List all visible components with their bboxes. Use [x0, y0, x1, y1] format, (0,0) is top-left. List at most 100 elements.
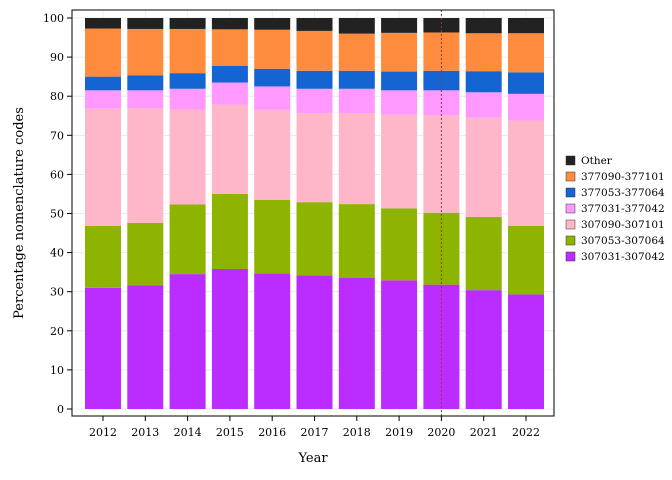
bar-segment-2014-307090-307101	[169, 109, 206, 205]
legend-swatch	[565, 235, 576, 246]
bar-segment-2017-307090-307101	[296, 113, 333, 203]
legend-label: 307090-307101	[581, 219, 665, 231]
bar-segment-2015-377031-377042	[211, 82, 248, 105]
y-tick-label: 20	[50, 325, 64, 338]
bar-segment-2020-Other	[423, 18, 460, 33]
bar-segment-2021-377090-377101	[465, 33, 502, 72]
bar-segment-2014-307031-307042	[169, 274, 206, 409]
bar-segment-2013-377031-377042	[127, 90, 164, 109]
x-tick-label: 2020	[427, 426, 455, 439]
bar-segment-2017-377053-377064	[296, 70, 333, 89]
x-axis-title: Year	[297, 451, 328, 466]
y-axis: 0 10 20 30 40 50 60 70 80 90 100	[43, 12, 72, 416]
bar-segment-2012-307031-307042	[85, 287, 121, 409]
bar-segment-2021-307090-307101	[465, 117, 502, 218]
bar-segment-2016-307053-307064	[254, 199, 291, 274]
bar-segment-2021-377031-377042	[465, 92, 502, 118]
legend-label: Other	[581, 155, 613, 167]
bar-segment-2019-377053-377064	[381, 71, 418, 91]
bar-segment-2022-307053-307064	[508, 226, 544, 295]
bar-segment-2016-307031-307042	[254, 273, 291, 409]
y-tick-label: 0	[57, 403, 64, 416]
bar-segment-2012-307053-307064	[85, 226, 121, 288]
x-tick-label: 2019	[385, 426, 413, 439]
bar-segment-2022-Other	[508, 18, 544, 34]
x-tick-label: 2021	[470, 426, 498, 439]
bar-segment-2013-307031-307042	[127, 285, 164, 409]
bar-segment-2022-307090-307101	[508, 120, 544, 227]
legend-swatch	[565, 155, 576, 166]
bar-segment-2020-377053-377064	[423, 70, 460, 91]
bar-segment-2016-Other	[254, 18, 291, 30]
bars	[85, 18, 544, 409]
bar-segment-2019-307090-307101	[381, 114, 418, 209]
legend-label: 307053-307064	[581, 235, 665, 247]
bar-segment-2022-377053-377064	[508, 72, 544, 94]
bar-segment-2019-307031-307042	[381, 280, 418, 409]
x-tick-label: 2014	[174, 426, 202, 439]
bar-segment-2013-377090-377101	[127, 28, 164, 76]
bar-segment-2012-307090-307101	[85, 108, 121, 227]
bar-segment-2022-377090-377101	[508, 33, 544, 73]
x-tick-label: 2016	[258, 426, 286, 439]
y-tick-label: 100	[43, 12, 64, 25]
bar-segment-2017-377090-377101	[296, 30, 333, 71]
bar-segment-2012-377090-377101	[85, 28, 121, 77]
bar-segment-2015-307090-307101	[211, 104, 248, 194]
bar-segment-2018-307053-307064	[338, 204, 375, 278]
bar-segment-2018-307090-307101	[338, 113, 375, 205]
bar-segment-2014-307053-307064	[169, 204, 206, 275]
bar-segment-2019-307053-307064	[381, 208, 418, 281]
legend-label: 377090-377101	[581, 171, 665, 183]
legend-swatch	[565, 171, 576, 182]
bar-segment-2022-307031-307042	[508, 294, 544, 409]
bar-segment-2015-Other	[211, 18, 248, 30]
bar-segment-2014-Other	[169, 18, 206, 29]
legend-label: 307031-307042	[581, 251, 665, 263]
bar-segment-2012-Other	[85, 18, 121, 29]
bar-segment-2012-377031-377042	[85, 90, 121, 109]
bar-segment-2013-Other	[127, 18, 164, 29]
legend-swatch	[565, 251, 576, 262]
bar-segment-2013-307090-307101	[127, 108, 164, 223]
x-tick-label: 2012	[89, 426, 117, 439]
bar-segment-2014-377090-377101	[169, 28, 206, 74]
bar-segment-2017-307053-307064	[296, 202, 333, 276]
bar-segment-2021-307053-307064	[465, 217, 502, 291]
bar-segment-2016-307090-307101	[254, 109, 291, 200]
y-tick-label: 10	[50, 364, 64, 377]
bar-segment-2015-307031-307042	[211, 269, 248, 409]
legend-label: 377053-377064	[581, 187, 665, 199]
y-tick-label: 60	[50, 168, 64, 181]
bar-segment-2014-377031-377042	[169, 88, 206, 110]
bar-segment-2020-307053-307064	[423, 212, 460, 285]
y-axis-title: Percentage nomenclature codes	[12, 107, 27, 319]
bar-segment-2022-377031-377042	[508, 93, 544, 121]
bar-segment-2018-307031-307042	[338, 277, 375, 409]
bar-segment-2013-377053-377064	[127, 75, 164, 91]
x-tick-label: 2015	[216, 426, 244, 439]
x-tick-label: 2017	[301, 426, 329, 439]
bar-segment-2014-377053-377064	[169, 73, 206, 89]
bar-segment-2017-307031-307042	[296, 275, 333, 409]
bar-segment-2019-377090-377101	[381, 32, 418, 72]
bar-segment-2015-377053-377064	[211, 65, 248, 83]
bar-segment-2019-377031-377042	[381, 90, 418, 115]
y-tick-label: 70	[50, 129, 64, 142]
bar-segment-2018-377031-377042	[338, 88, 375, 114]
bar-segment-2018-377090-377101	[338, 33, 375, 71]
y-tick-label: 50	[50, 208, 64, 221]
legend-swatch	[565, 203, 576, 214]
legend: Other 377090-377101 377053-377064 377031-37…	[565, 155, 665, 263]
bar-segment-2021-307031-307042	[465, 290, 502, 409]
x-tick-label: 2013	[131, 426, 159, 439]
bar-segment-2016-377090-377101	[254, 29, 291, 69]
bar-segment-2021-Other	[465, 18, 502, 34]
y-tick-label: 80	[50, 90, 64, 103]
x-tick-label: 2018	[343, 426, 371, 439]
y-tick-label: 40	[50, 247, 64, 260]
legend-label: 377031-377042	[581, 203, 665, 215]
y-tick-label: 30	[50, 286, 64, 299]
bar-segment-2018-Other	[338, 18, 375, 34]
